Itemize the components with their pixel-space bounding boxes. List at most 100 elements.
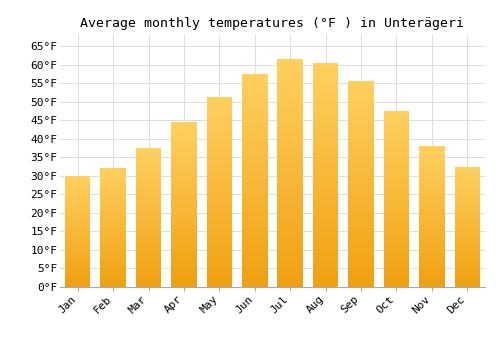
Bar <box>206 133 232 135</box>
Bar <box>419 274 444 276</box>
Bar <box>242 251 268 253</box>
Bar <box>242 131 268 133</box>
Bar <box>419 188 444 190</box>
Bar <box>454 268 480 269</box>
Bar <box>348 163 374 166</box>
Bar <box>454 248 480 250</box>
Bar <box>65 188 90 189</box>
Bar <box>313 115 338 117</box>
Bar <box>242 112 268 114</box>
Bar <box>100 203 126 205</box>
Bar <box>278 260 303 262</box>
Bar <box>65 186 90 187</box>
Bar <box>454 264 480 265</box>
Bar <box>278 164 303 166</box>
Bar <box>384 229 409 231</box>
Bar <box>242 101 268 104</box>
Bar <box>136 164 162 165</box>
Bar <box>65 222 90 223</box>
Bar <box>313 197 338 200</box>
Bar <box>419 286 444 287</box>
Bar <box>171 277 196 279</box>
Bar <box>278 223 303 225</box>
Bar <box>136 222 162 223</box>
Bar <box>100 215 126 217</box>
Bar <box>313 88 338 90</box>
Bar <box>348 279 374 281</box>
Bar <box>419 154 444 156</box>
Bar <box>100 168 126 169</box>
Bar <box>171 123 196 125</box>
Bar <box>206 144 232 146</box>
Bar <box>100 197 126 199</box>
Bar <box>313 191 338 193</box>
Bar <box>65 246 90 247</box>
Bar <box>171 158 196 160</box>
Bar <box>100 213 126 214</box>
Bar <box>100 199 126 200</box>
Bar <box>313 135 338 137</box>
Bar <box>136 272 162 273</box>
Bar <box>419 242 444 243</box>
Bar <box>65 261 90 262</box>
Bar <box>348 122 374 124</box>
Bar <box>313 186 338 189</box>
Bar <box>348 102 374 104</box>
Bar <box>206 169 232 171</box>
Bar <box>278 189 303 191</box>
Bar <box>206 131 232 133</box>
Bar <box>100 187 126 188</box>
Bar <box>242 163 268 165</box>
Bar <box>419 272 444 273</box>
Bar <box>206 278 232 279</box>
Bar <box>171 271 196 272</box>
Bar <box>419 208 444 209</box>
Bar <box>242 236 268 238</box>
Bar <box>206 272 232 274</box>
Bar <box>100 284 126 285</box>
Bar <box>278 171 303 173</box>
Bar <box>100 189 126 190</box>
Bar <box>100 226 126 228</box>
Bar <box>100 278 126 279</box>
Bar <box>454 173 480 174</box>
Bar <box>454 180 480 181</box>
Bar <box>278 132 303 134</box>
Bar <box>171 122 196 123</box>
Bar <box>100 237 126 238</box>
Bar <box>454 250 480 251</box>
Bar <box>348 89 374 91</box>
Bar <box>454 263 480 264</box>
Bar <box>419 226 444 228</box>
Bar <box>65 195 90 196</box>
Bar <box>171 272 196 274</box>
Bar <box>206 196 232 197</box>
Bar <box>278 207 303 210</box>
Bar <box>384 190 409 192</box>
Bar <box>419 204 444 205</box>
Bar <box>206 213 232 215</box>
Bar <box>384 150 409 152</box>
Bar <box>100 194 126 195</box>
Bar <box>454 167 480 168</box>
Bar <box>136 251 162 252</box>
Bar <box>454 232 480 233</box>
Bar <box>100 285 126 286</box>
Bar <box>454 221 480 222</box>
Bar <box>278 280 303 282</box>
Bar <box>278 216 303 219</box>
Bar <box>278 285 303 287</box>
Bar <box>242 261 268 264</box>
Bar <box>100 188 126 189</box>
Bar <box>206 232 232 234</box>
Bar <box>136 214 162 215</box>
Bar <box>136 165 162 166</box>
Bar <box>454 208 480 209</box>
Bar <box>100 279 126 280</box>
Bar <box>242 229 268 231</box>
Bar <box>242 89 268 91</box>
Bar <box>171 135 196 136</box>
Bar <box>171 224 196 226</box>
Bar <box>454 235 480 236</box>
Bar <box>384 195 409 197</box>
